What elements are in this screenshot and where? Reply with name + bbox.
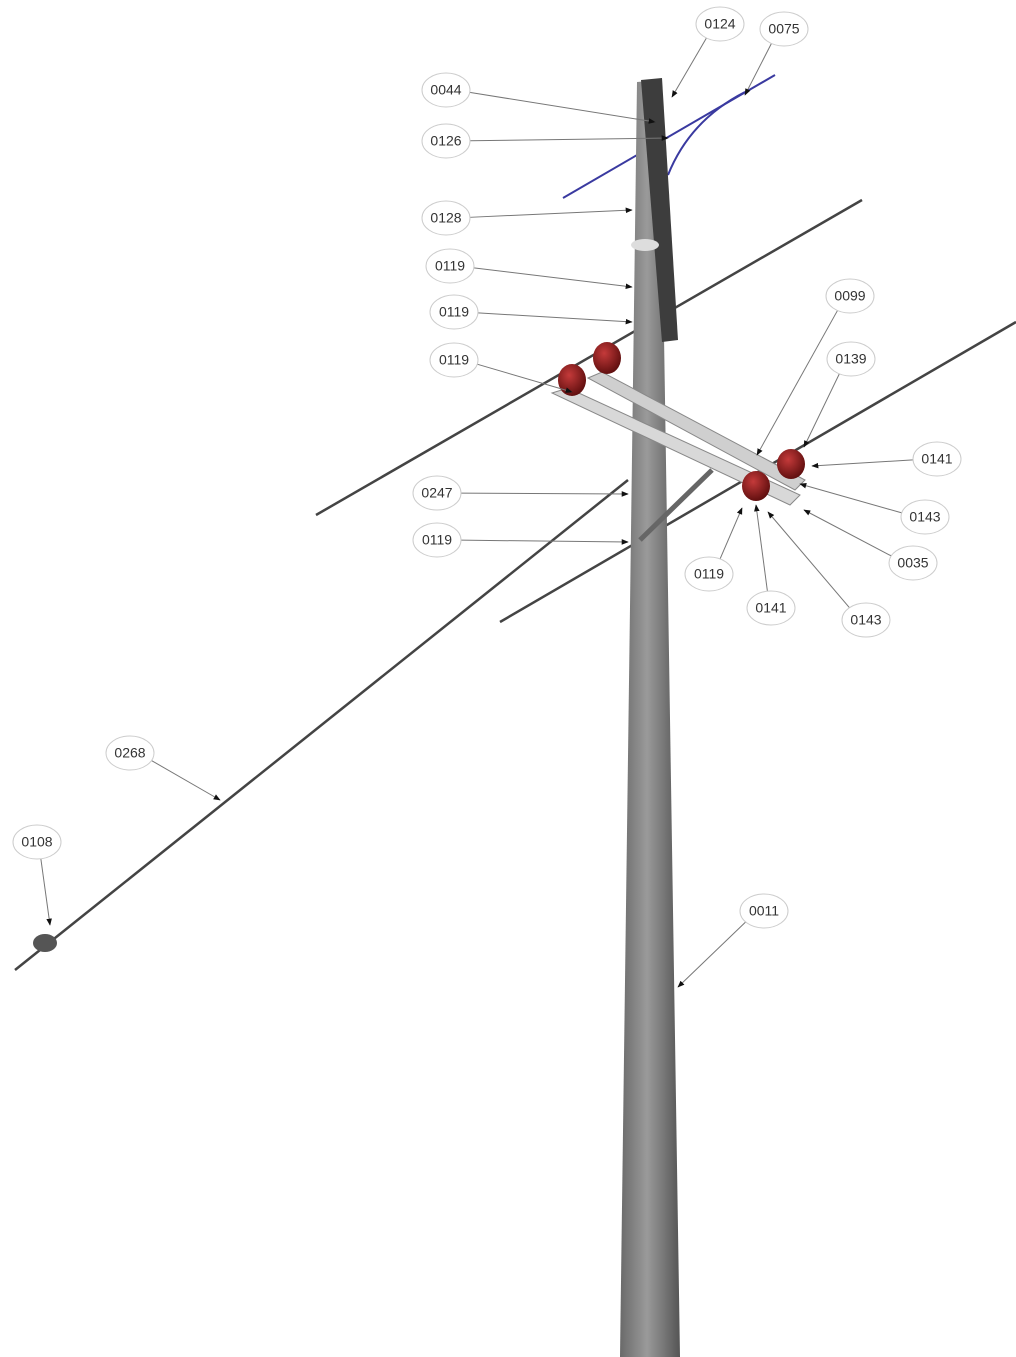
callout-label: 0247: [421, 485, 452, 501]
leader-line: [469, 135, 669, 142]
leader-line: [799, 483, 902, 514]
callout-bubble: [412, 522, 462, 558]
wires: [14, 74, 1016, 971]
leader-line: [151, 759, 221, 801]
leader-line: [469, 207, 633, 218]
leader-line: [473, 267, 633, 290]
callout-label: 0075: [768, 21, 799, 37]
callout: 0108: [12, 824, 62, 926]
callout-label: 0143: [850, 612, 881, 628]
callout-bubble: [746, 590, 796, 626]
callout-label: 0119: [694, 566, 724, 582]
callout-bubble: [425, 248, 475, 284]
callout-bubble: [826, 341, 876, 377]
callout-bubble: [421, 200, 471, 236]
callout-label: 0119: [439, 304, 469, 320]
leader-line: [460, 491, 629, 497]
callout-label: 0126: [430, 133, 461, 149]
callout-label: 0141: [921, 451, 952, 467]
callout-bubble: [429, 342, 479, 378]
callout-bubble: [429, 294, 479, 330]
callout-bubble: [888, 545, 938, 581]
callout-label: 0044: [430, 82, 461, 98]
callout-bubble: [105, 735, 155, 771]
callout-bubble: [841, 602, 891, 638]
guy-wire: [14, 479, 629, 971]
callout: 0268: [105, 735, 221, 801]
leader-line: [677, 921, 747, 988]
leader-line: [803, 509, 892, 557]
callout-bubble: [421, 123, 471, 159]
callout-bubble: [825, 278, 875, 314]
callout-label: 0119: [422, 532, 452, 548]
blue-drop: [667, 91, 746, 176]
leader-line: [40, 857, 52, 926]
leader-line: [671, 37, 708, 98]
callout: 0011: [677, 893, 789, 988]
callout: 0126: [421, 123, 669, 159]
callout: 0075: [744, 11, 809, 96]
callout-label: 0099: [834, 288, 865, 304]
leader-line: [477, 363, 573, 393]
leader-line: [803, 372, 841, 448]
callout: 0143: [799, 483, 950, 535]
callout: 0124: [671, 6, 745, 98]
callout: 0035: [803, 509, 938, 581]
insulators: [33, 342, 805, 952]
callout-bubble: [695, 6, 745, 42]
leader-line: [767, 511, 851, 609]
callout: 0119: [425, 248, 633, 290]
callout: 0119: [429, 294, 633, 330]
callout: 0247: [412, 475, 629, 511]
callout-label: 0268: [114, 745, 145, 761]
callout-label: 0035: [897, 555, 928, 571]
leader-line: [469, 91, 656, 124]
callout: 0143: [767, 511, 891, 638]
wire: [315, 198, 863, 517]
leader-line: [460, 539, 629, 545]
callout-bubble: [900, 499, 950, 535]
leader-line: [811, 459, 914, 469]
callout-label: 0011: [749, 903, 779, 919]
leader-line: [744, 42, 773, 96]
callout: 0119: [412, 522, 629, 558]
crossarm: [550, 371, 806, 542]
callout: 0119: [684, 507, 743, 592]
callout-label: 0124: [704, 16, 735, 32]
callout-label: 0119: [439, 352, 469, 368]
callout-label: 0108: [21, 834, 52, 850]
callout-bubble: [684, 556, 734, 592]
leader-line: [754, 504, 769, 593]
callout: 0119: [429, 342, 573, 393]
leader-line: [756, 309, 839, 456]
callout-label: 0139: [835, 351, 866, 367]
callout: 0139: [803, 341, 876, 448]
callout: 0141: [746, 504, 796, 626]
callout-bubble: [421, 72, 471, 108]
callout-bubble: [912, 441, 962, 477]
pole-band: [631, 239, 659, 251]
callout-label: 0119: [435, 258, 465, 274]
callout: 0044: [421, 72, 656, 124]
callout-label: 0143: [909, 509, 940, 525]
callout: 0141: [811, 441, 962, 477]
callout-bubble: [759, 11, 809, 47]
callout-bubble: [739, 893, 789, 929]
callouts: 0124 0075 0044 0126 0128 0119 0119 0119 0099 0139…: [12, 6, 962, 988]
top-bracket: [641, 78, 678, 342]
leader-line: [477, 312, 633, 325]
leader-line: [719, 507, 743, 560]
callout-bubble: [412, 475, 462, 511]
callout-bubble: [12, 824, 62, 860]
callout: 0099: [756, 278, 875, 456]
callout-label: 0128: [430, 210, 461, 226]
callout-label: 0141: [755, 600, 786, 616]
callout: 0128: [421, 200, 633, 236]
